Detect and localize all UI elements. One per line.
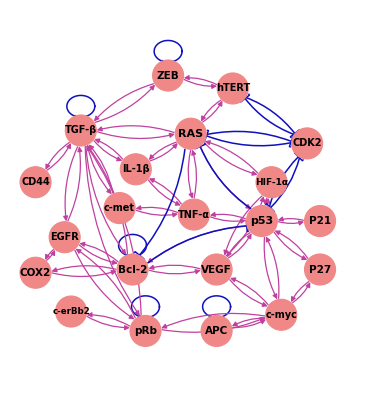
- Text: Bcl-2: Bcl-2: [118, 264, 147, 274]
- Text: pRb: pRb: [134, 326, 157, 336]
- Circle shape: [292, 128, 322, 159]
- Text: HIF-1α: HIF-1α: [255, 178, 288, 187]
- Text: RAS: RAS: [178, 129, 203, 139]
- Circle shape: [65, 115, 96, 146]
- Text: c-met: c-met: [104, 203, 135, 213]
- Text: APC: APC: [205, 326, 228, 336]
- Text: COX2: COX2: [20, 268, 51, 278]
- Circle shape: [130, 316, 161, 346]
- Text: p53: p53: [250, 216, 273, 226]
- Text: hTERT: hTERT: [216, 84, 250, 94]
- Circle shape: [304, 206, 336, 236]
- Circle shape: [256, 167, 287, 198]
- Circle shape: [217, 73, 248, 104]
- Circle shape: [201, 316, 232, 346]
- Circle shape: [49, 222, 80, 253]
- Text: P21: P21: [309, 216, 331, 226]
- Text: CDK2: CDK2: [292, 138, 322, 148]
- Text: c-erBb2: c-erBb2: [52, 307, 90, 316]
- Text: ZEB: ZEB: [157, 70, 180, 80]
- Circle shape: [120, 154, 151, 185]
- Circle shape: [20, 257, 51, 288]
- Circle shape: [304, 254, 336, 285]
- Text: c-myc: c-myc: [266, 310, 297, 320]
- Text: TNF-α: TNF-α: [178, 210, 210, 220]
- Circle shape: [246, 206, 278, 236]
- Circle shape: [117, 254, 148, 285]
- Circle shape: [178, 199, 210, 230]
- Text: VEGF: VEGF: [201, 264, 232, 274]
- Circle shape: [175, 118, 206, 149]
- Text: IL-1β: IL-1β: [122, 164, 150, 174]
- Circle shape: [20, 167, 51, 198]
- Text: CD44: CD44: [21, 177, 50, 187]
- Circle shape: [266, 299, 297, 330]
- Text: P27: P27: [309, 264, 331, 274]
- Circle shape: [201, 254, 232, 285]
- Circle shape: [153, 60, 184, 91]
- Text: EGFR: EGFR: [50, 232, 79, 242]
- Circle shape: [56, 296, 87, 327]
- Circle shape: [104, 192, 135, 224]
- Text: TGF-β: TGF-β: [65, 126, 97, 136]
